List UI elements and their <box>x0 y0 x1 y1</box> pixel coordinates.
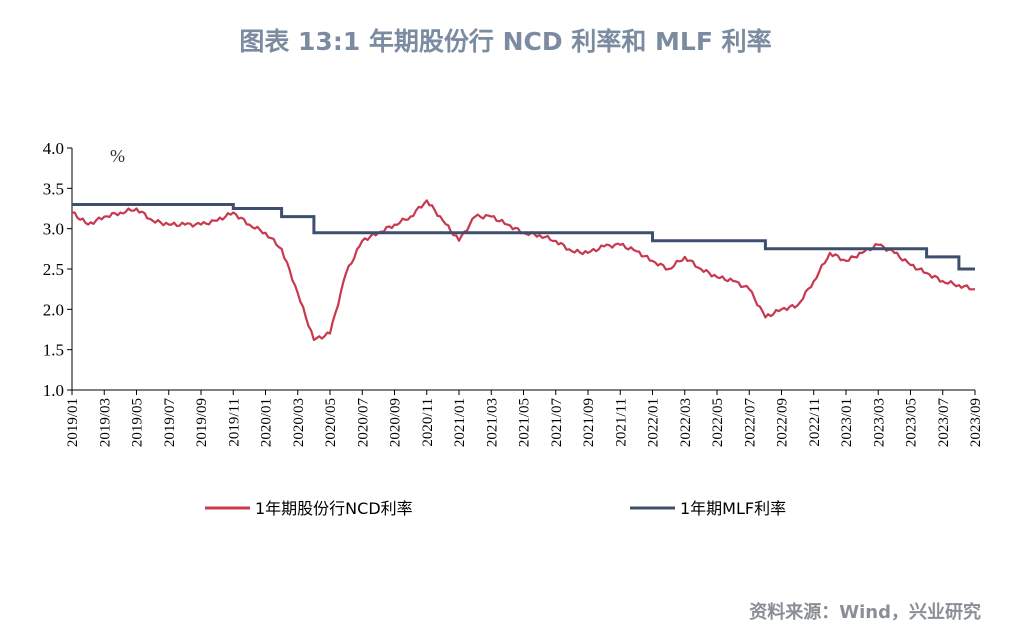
y-tick-label: 3.5 <box>43 179 64 198</box>
x-tick-label: 2021/05 <box>517 398 533 447</box>
x-tick-label: 2022/01 <box>646 398 662 447</box>
x-tick-label: 2021/01 <box>452 398 468 447</box>
x-tick-label: 2022/03 <box>678 398 694 447</box>
x-tick-label: 2019/03 <box>97 398 113 447</box>
x-tick-label: 2021/09 <box>581 398 597 447</box>
y-tick-label: 2.5 <box>43 260 64 279</box>
series-lines <box>71 199 976 342</box>
x-tick-label: 2019/11 <box>226 398 242 447</box>
legend-label-ncd: 1年期股份行NCD利率 <box>255 499 413 518</box>
x-tick-label: 2023/01 <box>839 398 855 447</box>
chart: 4.03.53.02.52.01.51.0 2019/01 2019/03 2019… <box>43 139 984 518</box>
y-tick-label: 3.0 <box>43 220 64 239</box>
y-tick-label: 1.5 <box>43 341 64 360</box>
y-tick-label: 4.0 <box>43 139 64 158</box>
x-tick-label: 2022/07 <box>742 398 758 448</box>
y-tick-label: 1.0 <box>43 381 64 400</box>
x-axis: 2019/01 2019/03 2019/05 2019/07 2019/09 2019/… <box>65 389 984 448</box>
x-tick-label: 2023/07 <box>936 398 952 448</box>
x-tick-label: 2020/01 <box>259 398 275 447</box>
unit-label: % <box>110 146 125 166</box>
x-tick-label: 2023/09 <box>968 398 984 447</box>
x-tick-label: 2019/05 <box>130 398 146 447</box>
y-axis: 4.0 3.5 3.0 2.5 2.0 1.5 1.0 <box>43 139 73 400</box>
ncd-series-line <box>71 199 976 342</box>
legend-label-mlf: 1年期MLF利率 <box>680 499 786 518</box>
x-tick-label: 2023/05 <box>904 398 920 447</box>
source-note: 资料来源：Wind，兴业研究 <box>749 602 981 623</box>
x-tick-label: 2020/11 <box>420 398 436 447</box>
legend: 1年期股份行NCD利率 1年期MLF利率 <box>205 499 786 518</box>
x-tick-label: 2019/01 <box>65 398 81 447</box>
x-tick-label: 2022/05 <box>710 398 726 447</box>
x-tick-label: 2023/03 <box>871 398 887 447</box>
x-tick-label: 2020/05 <box>323 398 339 447</box>
x-tick-label: 2022/09 <box>775 398 791 447</box>
mlf-series-line <box>72 203 975 271</box>
x-tick-label: 2020/07 <box>355 398 371 448</box>
y-tick-label: 2.0 <box>43 300 64 319</box>
x-tick-label: 2020/03 <box>291 398 307 447</box>
x-tick-label: 2020/09 <box>388 398 404 447</box>
chart-title: 图表 13:1 年期股份行 NCD 利率和 MLF 利率 <box>239 27 772 56</box>
x-tick-label: 2019/09 <box>194 398 210 447</box>
x-tick-label: 2021/03 <box>484 398 500 447</box>
x-tick-label: 2021/11 <box>613 398 629 447</box>
x-tick-label: 2021/07 <box>549 398 565 448</box>
x-tick-label: 2022/11 <box>807 398 823 447</box>
x-tick-label: 2019/07 <box>162 398 178 448</box>
